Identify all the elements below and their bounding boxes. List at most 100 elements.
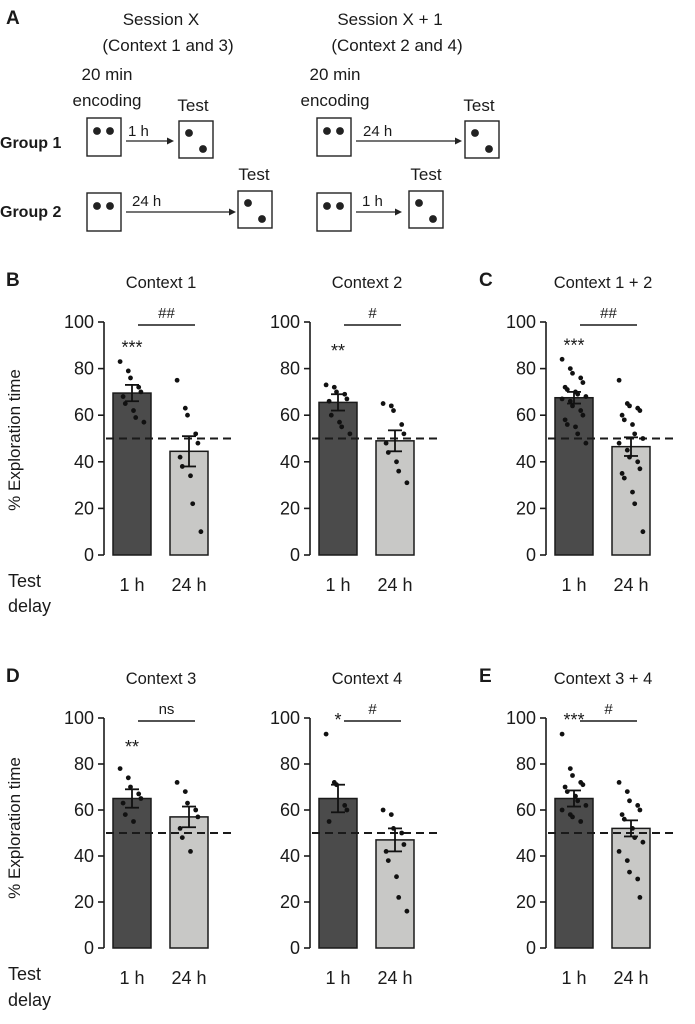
- data-point: [640, 436, 646, 441]
- panel-letter: C: [479, 270, 493, 291]
- y-tick-label: 80: [74, 359, 94, 379]
- y-tick-label: 60: [280, 405, 300, 425]
- object-moved: [429, 215, 437, 223]
- bracket-label: #: [604, 701, 613, 718]
- y-tick-label: 60: [74, 405, 94, 425]
- y-tick-label: 20: [516, 892, 536, 912]
- bar-24h: [375, 839, 415, 949]
- y-tick-label: 100: [64, 708, 94, 728]
- chart-1: B Context 1 0 20 40 60 80 100 *** ## 1 h 24 h: [6, 270, 236, 595]
- data-point: [185, 800, 190, 806]
- data-point: [573, 424, 578, 430]
- data-point: [174, 780, 180, 785]
- data-point: [177, 454, 183, 460]
- data-point: [583, 440, 589, 446]
- data-point: [122, 812, 128, 817]
- object-left: [93, 127, 101, 135]
- data-point: [177, 826, 183, 831]
- y-axis-label-bottom: % Exploration time: [5, 757, 24, 899]
- arrowhead-g1-x: [167, 137, 174, 145]
- bar-1h: [554, 396, 594, 556]
- session-x-title: Session X: [123, 10, 200, 29]
- y-tick-label: 60: [280, 800, 300, 820]
- y-tick-label: 80: [280, 359, 300, 379]
- data-point: [380, 807, 386, 813]
- significance-stars: ***: [563, 335, 584, 355]
- bar-1h: [318, 797, 358, 949]
- data-point: [328, 412, 334, 418]
- data-point: [632, 431, 638, 437]
- test-label-g2-x: Test: [238, 165, 269, 184]
- data-point: [624, 789, 630, 794]
- y-tick-label: 0: [526, 545, 536, 565]
- data-point: [635, 459, 641, 465]
- significance-stars: ***: [121, 338, 142, 358]
- data-point: [344, 807, 350, 813]
- data-point: [195, 814, 201, 820]
- delay-1h-g1-x: 1 h: [128, 123, 149, 140]
- data-point: [624, 447, 630, 453]
- encoding-label-x1-line1: 20 min: [309, 65, 360, 84]
- object-right: [336, 127, 344, 135]
- arrowhead-g2-x1: [395, 208, 402, 216]
- x-category-label: 1 h: [119, 575, 144, 595]
- data-point: [383, 440, 389, 446]
- data-point: [125, 368, 131, 374]
- arena-encoding-g1-x1: [316, 117, 352, 157]
- y-tick-label: 80: [516, 754, 536, 774]
- y-tick-label: 100: [506, 312, 536, 332]
- y-tick-label: 20: [74, 498, 94, 518]
- chart-title: Context 3: [126, 670, 197, 688]
- data-point: [624, 858, 630, 863]
- data-point: [627, 403, 632, 409]
- data-point: [567, 766, 573, 771]
- data-point: [396, 468, 402, 474]
- data-point: [567, 398, 573, 404]
- session-x1-subtitle: (Context 2 and 4): [331, 36, 462, 55]
- x-axis-label-top-line1: Test: [8, 571, 41, 591]
- y-tick-label: 0: [84, 545, 94, 565]
- data-point: [616, 440, 622, 446]
- y-tick-label: 40: [280, 452, 300, 472]
- data-point: [401, 431, 407, 437]
- data-point: [630, 422, 635, 427]
- data-point: [578, 408, 584, 413]
- data-point: [339, 424, 345, 430]
- x-category-label: 1 h: [561, 968, 586, 988]
- data-point: [580, 782, 586, 788]
- encoding-label-x-line2: encoding: [72, 91, 141, 110]
- chart-title: Context 4: [332, 670, 403, 688]
- data-point: [138, 389, 144, 395]
- data-point: [583, 803, 589, 808]
- chart-5: Context 4 0 20 40 60 80 100 * #1 h 24 h: [270, 670, 442, 988]
- object-right: [106, 202, 114, 210]
- data-point: [388, 403, 394, 409]
- x-category-label: 1 h: [119, 968, 144, 988]
- data-point: [380, 401, 386, 406]
- x-category-label: 24 h: [377, 575, 412, 595]
- object-moved: [199, 145, 207, 153]
- data-point: [399, 422, 405, 427]
- data-point: [627, 869, 632, 875]
- data-point: [190, 501, 196, 507]
- data-point: [559, 396, 565, 402]
- bar-1h: [554, 797, 594, 949]
- data-point: [326, 819, 332, 824]
- x-axis-label-top-line2: delay: [8, 596, 51, 616]
- data-point: [136, 791, 142, 797]
- data-point: [559, 731, 565, 737]
- object-familiar: [244, 199, 252, 207]
- data-point: [182, 789, 188, 794]
- object-familiar: [415, 199, 423, 207]
- data-point: [399, 830, 405, 836]
- data-point: [385, 858, 391, 863]
- panel-letter-a: A: [6, 8, 20, 29]
- x-axis-label-bottom-line1: Test: [8, 964, 41, 984]
- chart-3: C Context 1 + 2 0 20 40 60 80 100 *** ## 1 h 24 h: [479, 270, 678, 595]
- data-point: [635, 876, 641, 882]
- data-point: [188, 849, 193, 854]
- arena-encoding-g2-x: [86, 192, 122, 232]
- data-point: [117, 766, 123, 771]
- data-point: [326, 398, 332, 404]
